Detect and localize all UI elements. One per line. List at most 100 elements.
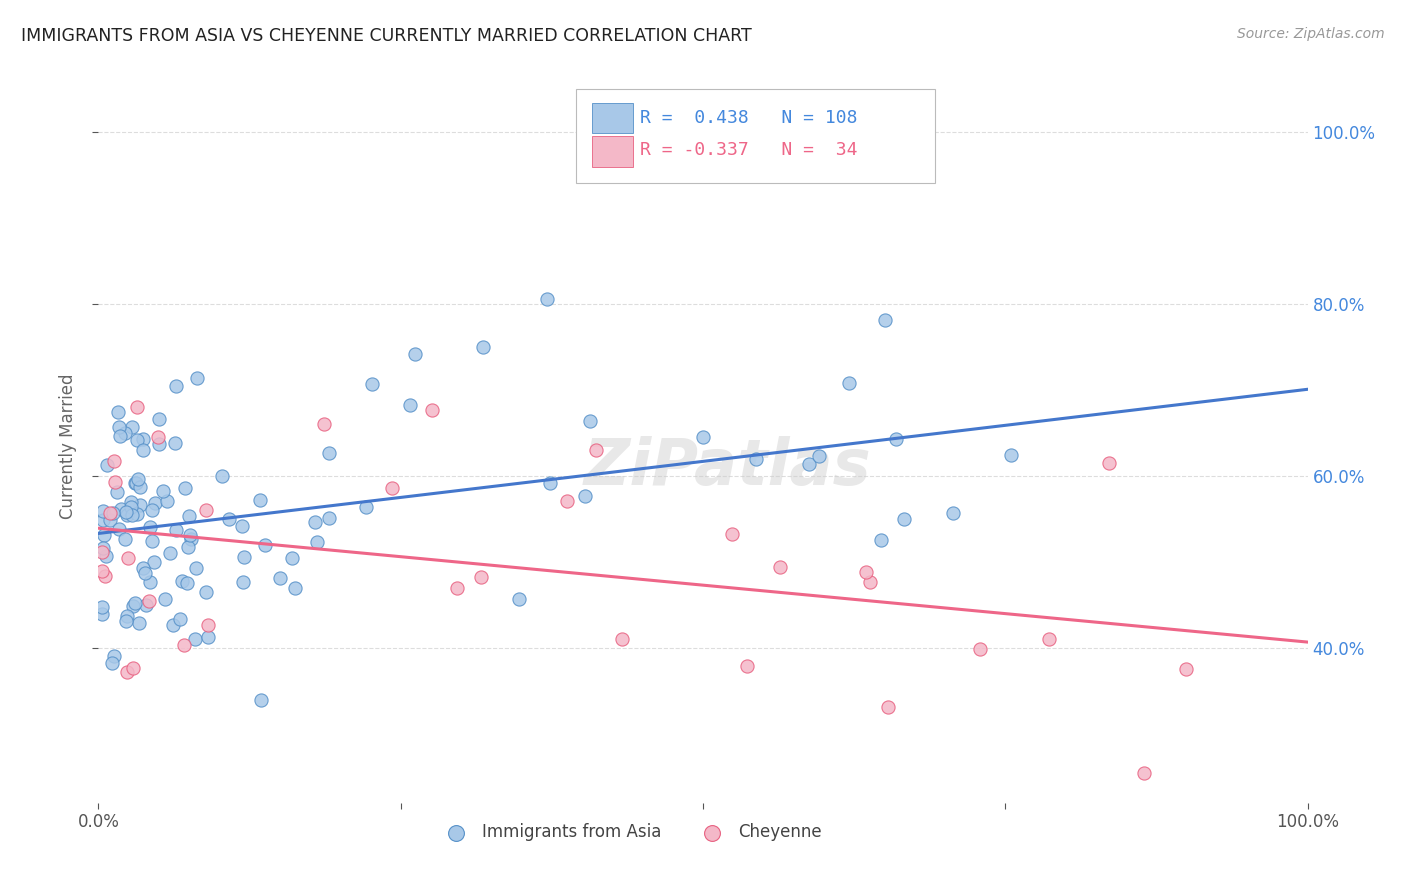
Point <box>91 564 114 578</box>
Point <box>180 532 202 546</box>
Point <box>135 598 157 612</box>
Point <box>124 475 146 490</box>
Point <box>148 412 170 426</box>
Point <box>165 379 187 393</box>
Point <box>108 420 131 434</box>
Point <box>115 608 138 623</box>
Point <box>132 561 155 575</box>
Point <box>942 506 965 520</box>
Point <box>142 555 165 569</box>
Point <box>169 612 191 626</box>
Point <box>284 581 307 595</box>
Point <box>555 494 578 508</box>
Point <box>318 446 340 460</box>
Point <box>139 520 162 534</box>
Point <box>1174 662 1197 676</box>
Legend: Immigrants from Asia, Cheyenne: Immigrants from Asia, Cheyenne <box>432 817 828 848</box>
Point <box>108 428 131 442</box>
Point <box>162 618 184 632</box>
Point <box>254 538 277 552</box>
Point <box>471 340 494 354</box>
Point <box>103 454 125 468</box>
Point <box>269 571 291 585</box>
Point <box>91 512 114 526</box>
Point <box>508 592 530 607</box>
Point <box>129 480 152 494</box>
Point <box>132 443 155 458</box>
Point <box>121 419 143 434</box>
Point <box>91 545 114 559</box>
Point <box>120 500 142 514</box>
Point <box>184 560 207 574</box>
Point <box>281 550 304 565</box>
Point <box>197 631 219 645</box>
Point <box>122 599 145 613</box>
Point <box>132 432 155 446</box>
Point <box>156 493 179 508</box>
Point <box>211 468 233 483</box>
Point <box>893 512 915 526</box>
Point <box>184 632 207 646</box>
Point <box>172 574 194 588</box>
Point <box>585 443 607 458</box>
Point <box>574 489 596 503</box>
Point <box>381 481 404 495</box>
Point <box>93 527 115 541</box>
Point <box>197 618 219 632</box>
Point <box>115 614 138 628</box>
Point <box>124 475 146 490</box>
Text: ZiPatlas: ZiPatlas <box>583 436 870 499</box>
Point <box>107 405 129 419</box>
Point <box>361 376 384 391</box>
Point <box>1000 449 1022 463</box>
Point <box>1038 632 1060 646</box>
Point <box>1098 456 1121 470</box>
Point <box>232 549 254 564</box>
Point <box>120 495 142 509</box>
Point <box>91 607 114 622</box>
Point <box>745 452 768 467</box>
Point <box>305 535 328 549</box>
Point <box>218 512 240 526</box>
Point <box>148 437 170 451</box>
Point <box>808 449 831 463</box>
Point <box>855 566 877 580</box>
Point <box>114 532 136 546</box>
Point <box>104 475 127 490</box>
Point <box>173 481 195 495</box>
Text: R = -0.337   N =  34: R = -0.337 N = 34 <box>640 141 858 159</box>
Point <box>420 403 443 417</box>
Point <box>194 584 217 599</box>
Point <box>101 507 124 521</box>
Point <box>612 632 634 647</box>
Point <box>159 546 181 560</box>
Point <box>125 507 148 521</box>
Point <box>165 523 187 537</box>
Point <box>105 485 128 500</box>
Point <box>143 496 166 510</box>
Point <box>100 513 122 527</box>
Point <box>124 596 146 610</box>
Point <box>96 458 118 473</box>
Point <box>536 292 558 306</box>
Point <box>799 457 821 471</box>
Point <box>146 430 169 444</box>
Point <box>108 522 131 536</box>
Text: R =  0.438   N = 108: R = 0.438 N = 108 <box>640 109 858 127</box>
Point <box>127 434 149 448</box>
Text: Source: ZipAtlas.com: Source: ZipAtlas.com <box>1237 27 1385 41</box>
Point <box>165 436 187 450</box>
Point <box>231 518 253 533</box>
Point <box>354 500 377 514</box>
Point <box>969 641 991 656</box>
Point <box>470 570 492 584</box>
Point <box>134 566 156 580</box>
Point <box>91 600 114 615</box>
Point <box>177 540 200 554</box>
Point <box>110 501 132 516</box>
Point <box>859 575 882 590</box>
Point <box>249 492 271 507</box>
Point <box>870 533 893 548</box>
Text: IMMIGRANTS FROM ASIA VS CHEYENNE CURRENTLY MARRIED CORRELATION CHART: IMMIGRANTS FROM ASIA VS CHEYENNE CURRENT… <box>21 27 752 45</box>
Point <box>232 575 254 590</box>
